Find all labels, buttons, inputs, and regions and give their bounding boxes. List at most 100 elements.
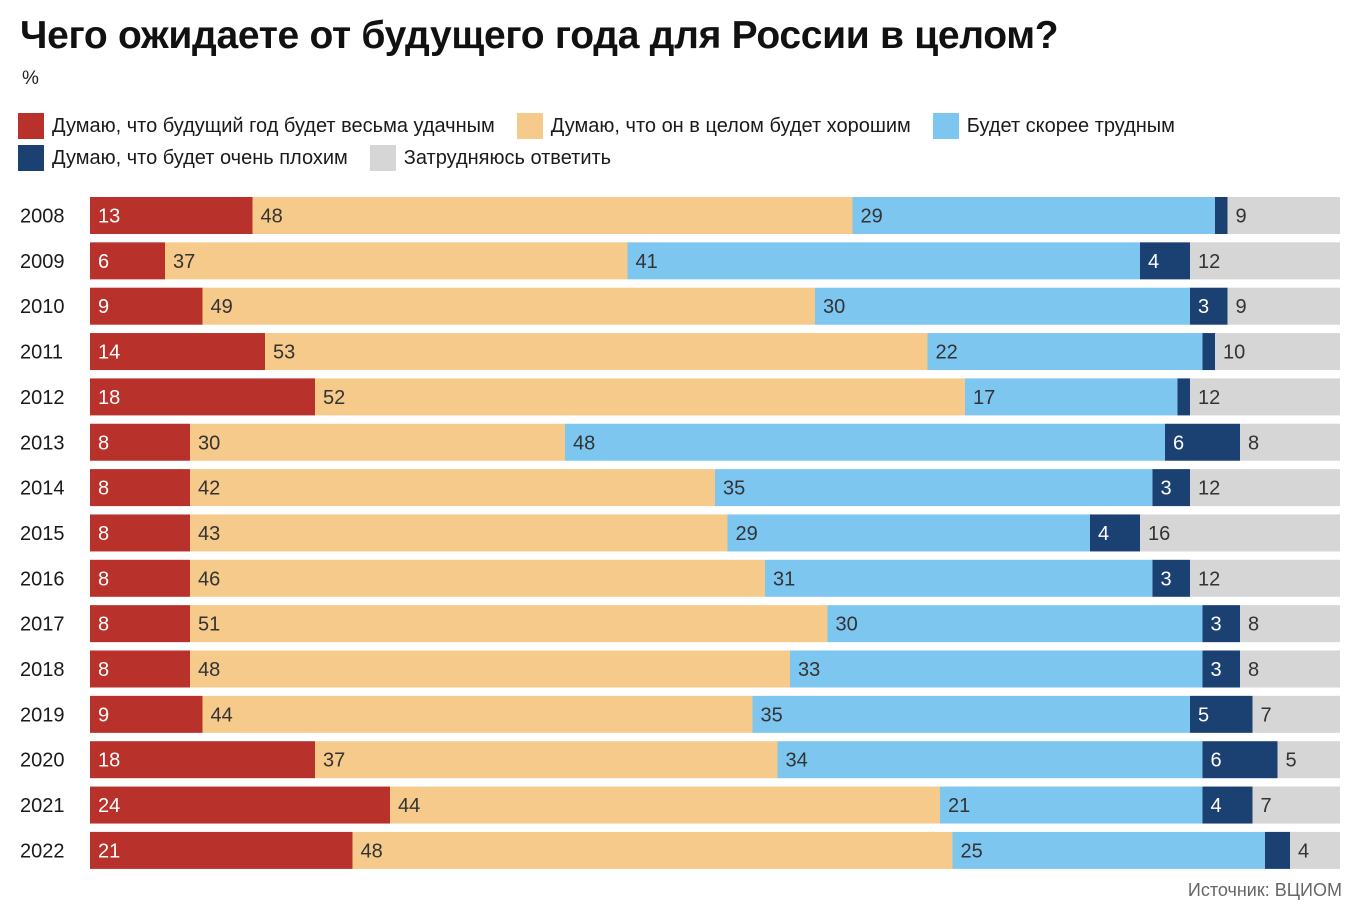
data-label: 44: [211, 704, 233, 726]
data-label: 8: [98, 478, 109, 500]
source-note: Источник: ВЦИОМ: [1187, 880, 1342, 900]
data-label: 8: [98, 659, 109, 681]
data-label: 31: [773, 568, 795, 590]
bar-segment-very-bad: [1152, 469, 1190, 507]
year-label: 2011: [20, 342, 63, 364]
data-label: 46: [198, 568, 220, 590]
year-label: 2019: [20, 704, 65, 726]
year-label: 2008: [20, 206, 65, 228]
legend-label-very-bad: Думаю, что будет очень плохим: [52, 146, 348, 169]
bar-segment-undecided: [1190, 242, 1340, 280]
bar-segment-difficult: [715, 469, 1153, 507]
data-label: 12: [1198, 251, 1220, 273]
legend-swatch-undecided: [369, 145, 396, 171]
bar-segment-good: [190, 650, 790, 688]
legend-swatch-very-good: [18, 113, 44, 139]
bar-segment-undecided: [1190, 469, 1340, 507]
data-label: 48: [573, 432, 595, 454]
legend-row: Думаю, что будущий год будет весьма удач…: [18, 112, 1348, 140]
data-label: 8: [98, 614, 109, 636]
data-label: 4: [1148, 251, 1159, 273]
year-label: 2010: [20, 296, 65, 318]
bar-segment-good: [252, 197, 853, 234]
bar-segment-very-good: [90, 514, 190, 552]
data-label: 35: [723, 478, 745, 500]
bar-segment-good: [190, 605, 828, 643]
year-label: 2016: [20, 568, 65, 590]
bar-segment-very-bad: [1190, 287, 1228, 325]
data-label: 41: [636, 251, 658, 273]
legend-row: Думаю, что будет очень плохим Затрудняюс…: [18, 144, 1348, 172]
year-label: 2022: [20, 840, 65, 862]
bar-segment-very-good: [90, 242, 165, 280]
bar-segment-very-good: [90, 786, 390, 824]
bar-segment-very-bad: [1215, 197, 1228, 234]
bar-segment-very-bad: [1165, 423, 1240, 461]
data-label: 8: [1248, 659, 1259, 681]
bar-segment-very-good: [90, 378, 315, 416]
data-label: 3: [1198, 296, 1209, 318]
data-label: 24: [98, 795, 120, 817]
data-label: 49: [211, 296, 233, 318]
bar-segment-difficult: [790, 650, 1203, 688]
bar-segment-very-good: [90, 423, 190, 461]
bar-segment-undecided: [1190, 559, 1340, 597]
data-label: 6: [98, 251, 109, 273]
year-label: 2021: [20, 795, 65, 817]
data-label: 7: [1261, 704, 1272, 726]
bar-segment-undecided: [1290, 831, 1340, 869]
data-label: 8: [98, 432, 109, 454]
bar-segment-good: [190, 423, 565, 461]
data-label: 53: [273, 342, 295, 364]
data-label: 6: [1173, 432, 1184, 454]
bar-segment-difficult: [565, 423, 1165, 461]
bar-segment-difficult: [952, 831, 1265, 869]
chart-title: Чего ожидаете от будущего года для Росси…: [20, 14, 1059, 57]
bar-segment-undecided: [1190, 378, 1340, 416]
data-label: 37: [323, 750, 345, 772]
bar-segment-good: [315, 741, 778, 779]
data-label: 30: [198, 432, 220, 454]
data-label: 48: [261, 206, 283, 228]
year-label: 2020: [20, 750, 65, 772]
data-label: 9: [1236, 296, 1247, 318]
data-label: 22: [936, 342, 958, 364]
data-label: 21: [98, 840, 120, 862]
legend-swatch-very-bad: [18, 145, 44, 171]
bar-segment-very-bad: [1265, 831, 1290, 869]
data-label: 30: [823, 296, 845, 318]
data-label: 9: [98, 296, 109, 318]
bar-segment-good: [265, 333, 928, 371]
bar-segment-very-bad: [1140, 242, 1190, 280]
data-label: 16: [1148, 523, 1170, 545]
legend-item-very-bad: Думаю, что будет очень плохим: [18, 145, 348, 171]
legend-label-difficult: Будет скорее трудным: [966, 114, 1175, 137]
data-label: 12: [1198, 568, 1220, 590]
data-label: 8: [1248, 614, 1259, 636]
data-label: 17: [973, 387, 995, 409]
bar-segment-difficult: [927, 333, 1203, 371]
bar-segment-very-bad: [1202, 650, 1240, 688]
bar-segment-very-bad: [1202, 786, 1253, 824]
bar-segment-undecided: [1227, 197, 1340, 234]
data-label: 48: [361, 840, 383, 862]
bar-segment-good: [202, 695, 753, 733]
data-label: 4: [1298, 840, 1309, 862]
data-label: 12: [1198, 387, 1220, 409]
bar-segment-difficult: [827, 605, 1203, 643]
bar-segment-very-good: [90, 287, 203, 325]
data-label: 3: [1161, 478, 1172, 500]
bar-segment-very-bad: [1190, 695, 1253, 733]
data-label: 8: [1248, 432, 1259, 454]
bar-segment-undecided: [1252, 786, 1340, 824]
bar-segment-very-good: [90, 333, 265, 371]
bar-segment-undecided: [1227, 287, 1340, 325]
data-label: 14: [98, 342, 120, 364]
bar-segment-very-bad: [1177, 378, 1190, 416]
data-label: 44: [398, 795, 420, 817]
bar-segment-very-bad: [1202, 605, 1240, 643]
bar-segment-difficult: [940, 786, 1203, 824]
data-label: 33: [798, 659, 820, 681]
bar-segment-good: [390, 786, 940, 824]
